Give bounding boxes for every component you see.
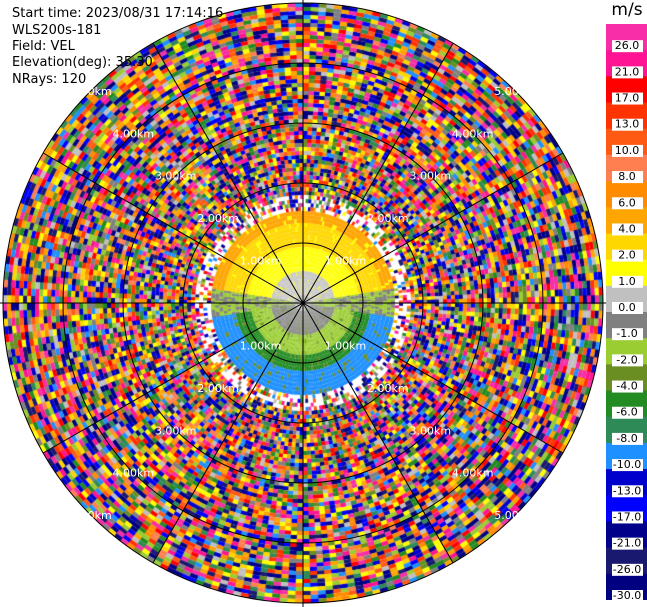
colorbar-tick-label: -1.0 — [616, 327, 637, 340]
colorbar-tick-label: 8.0 — [618, 170, 636, 183]
colorbar-tick-label: -21.0 — [613, 537, 641, 550]
colorbar-tick-bg — [612, 275, 643, 288]
range-ring-label: 2.00km — [197, 212, 239, 225]
range-ring-label: 3.00km — [409, 424, 451, 437]
colorbar-tick-bg — [612, 406, 643, 419]
colorbar-tick-bg — [612, 223, 643, 236]
colorbar-tick-label: -10.0 — [613, 458, 641, 471]
colorbar-tick-label: -6.0 — [616, 406, 637, 419]
colorbar-tick-bg — [612, 66, 643, 79]
colorbar-tick-bg — [612, 537, 643, 550]
colorbar-tick-bg — [612, 118, 643, 131]
colorbar-tick-label: 0.0 — [618, 301, 636, 314]
colorbar-tick-bg — [612, 459, 643, 472]
colorbar-tick-bg — [612, 171, 643, 184]
range-ring-label: 5.00km — [70, 509, 112, 522]
azimuth-line — [302, 152, 564, 304]
colorbar-tick-label: 17.0 — [615, 92, 640, 105]
range-ring-label: 1.00km — [325, 255, 367, 268]
range-ring-label: 2.00km — [367, 382, 409, 395]
range-ring-label: 4.00km — [452, 127, 494, 140]
range-ring-label: 2.00km — [367, 212, 409, 225]
colorbar: 26.0 21.0 17.0 13.0 10.0 8.0 6.0 4.0 2.0 1.0 0.0 -1… — [606, 24, 647, 600]
colorbar-tick-label: 4.0 — [618, 222, 636, 235]
ppi-overlay: 1.00km 1.00km 1.00km 1.00km 2.00km 2.00km 2.00… — [0, 0, 606, 607]
range-ring-label: 1.00km — [325, 339, 367, 352]
azimuth-line — [42, 302, 304, 454]
range-ring-label: 3.00km — [409, 170, 451, 183]
colorbar-tick-bg — [612, 249, 643, 262]
colorbar-tick-label: -13.0 — [613, 484, 641, 497]
colorbar-tick-label: 26.0 — [615, 39, 640, 52]
colorbar-tick-bg — [612, 197, 643, 210]
elevation-label: Elevation(deg): 35.30 — [12, 55, 153, 70]
start-time-label: Start time: 2023/08/31 17:14:16 — [12, 6, 224, 21]
colorbar-tick-bg — [612, 590, 643, 600]
azimuth-line — [42, 152, 304, 304]
colorbar-tick-label: 10.0 — [615, 144, 640, 157]
colorbar-tick-bg — [612, 40, 643, 53]
colorbar-tick-label: 6.0 — [618, 196, 636, 209]
colorbar-tick-bg — [612, 328, 643, 341]
colorbar-tick-label: -30.0 — [613, 589, 641, 600]
range-ring-label: 5.00km — [70, 85, 112, 98]
azimuth-line — [302, 42, 454, 304]
colorbar-tick-bg — [612, 563, 643, 576]
colorbar-tick-label: 2.0 — [618, 249, 636, 262]
colorbar-tick-bg — [612, 485, 643, 498]
azimuth-line — [152, 42, 304, 304]
colorbar-tick-bg — [612, 511, 643, 524]
range-ring-label: 5.00km — [494, 85, 536, 98]
range-ring-label: 3.00km — [155, 424, 197, 437]
colorbar-tick-bg — [612, 354, 643, 367]
range-ring-label: 2.00km — [197, 382, 239, 395]
range-ring-label: 3.00km — [155, 170, 197, 183]
colorbar-tick-bg — [612, 380, 643, 393]
colorbar-tick-label: -2.0 — [616, 353, 637, 366]
colorbar-tick-label: -26.0 — [613, 563, 641, 576]
colorbar-tick-label: -8.0 — [616, 432, 637, 445]
colorbar-tick-bg — [612, 302, 643, 314]
azimuth-line — [152, 302, 304, 564]
colorbar-tick-bg — [612, 432, 643, 445]
colorbar-tick-label: 21.0 — [615, 65, 640, 78]
range-ring-label: 1.00km — [240, 255, 282, 268]
range-ring-label: 1.00km — [240, 339, 282, 352]
colorbar-tick-label: 13.0 — [615, 118, 640, 131]
range-ring-label: 4.00km — [113, 467, 155, 480]
colorbar-tick-bg — [612, 144, 643, 157]
range-ring-label: 4.00km — [452, 467, 494, 480]
range-ring-label: 4.00km — [113, 127, 155, 140]
colorbar-tick-label: 1.0 — [618, 275, 636, 288]
nrays-label: NRays: 120 — [12, 72, 87, 87]
colorbar-tick-bg — [612, 92, 643, 105]
azimuth-line — [302, 302, 454, 564]
range-ring-label: 5.00km — [494, 509, 536, 522]
colorbar-unit: m/s — [611, 0, 643, 20]
instrument-label: WLS200s-181 — [12, 23, 102, 38]
field-label: Field: VEL — [12, 39, 75, 54]
colorbar-tick-label: -4.0 — [616, 380, 637, 393]
colorbar-tick-label: -17.0 — [613, 510, 641, 523]
azimuth-line — [302, 302, 564, 454]
